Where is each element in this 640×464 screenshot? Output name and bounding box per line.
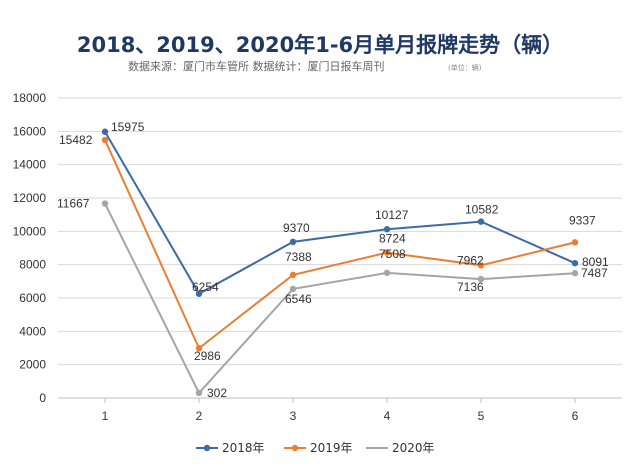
legend-swatch-marker: [203, 444, 211, 452]
legend-item[interactable]: 2019年: [284, 441, 353, 455]
data-point[interactable]: [195, 290, 203, 297]
x-tick-label: 2: [196, 409, 203, 423]
legend-item[interactable]: 2018年: [196, 441, 265, 455]
y-tick-label: 12000: [13, 191, 47, 205]
data-point[interactable]: [289, 271, 297, 279]
data-label: 6546: [285, 292, 312, 306]
data-label: 6254: [192, 280, 219, 294]
data-label: 2986: [194, 349, 221, 363]
data-label: 11667: [57, 197, 90, 211]
data-label: 7136: [457, 280, 484, 294]
data-point[interactable]: [571, 270, 579, 277]
data-point[interactable]: [477, 262, 485, 269]
data-label: 9337: [569, 213, 596, 227]
legend-label: 2019年: [310, 441, 353, 455]
data-label: 10127: [375, 208, 409, 222]
data-point[interactable]: [571, 259, 579, 267]
data-point[interactable]: [289, 285, 297, 293]
data-label: 9370: [283, 221, 310, 235]
data-labels: 15975 6254 9370 10127 10582 8091 15482 2986 7388…: [57, 120, 609, 400]
data-point[interactable]: [289, 238, 297, 246]
y-tick-label: 8000: [19, 258, 46, 272]
x-tick-label: 6: [572, 409, 579, 423]
legend-label: 2020年: [392, 441, 435, 455]
x-tick-label: 1: [102, 409, 109, 423]
data-point[interactable]: [477, 218, 485, 225]
data-label: 8091: [582, 255, 609, 269]
data-label: 302: [207, 386, 227, 400]
legend-label: 2018年: [222, 441, 265, 455]
data-label: 10582: [465, 203, 499, 217]
chart-subtitle: 数据来源：厦门市车管所 数据统计：厦门日报车周刊: [128, 59, 385, 73]
data-label: 15975: [111, 120, 145, 134]
data-label: 7508: [379, 247, 406, 261]
data-point[interactable]: [101, 136, 109, 144]
x-tick-label: 4: [384, 409, 391, 423]
grid-lines: [58, 97, 622, 399]
legend[interactable]: 2018年 2019年 2020年: [196, 441, 435, 455]
series-lines: [101, 128, 579, 397]
y-tick-label: 16000: [13, 124, 47, 138]
data-label: 15482: [59, 133, 93, 147]
y-axis-ticks: 0 2000 4000 6000 8000 10000 12000 14000 16000 180…: [13, 91, 47, 405]
data-point[interactable]: [383, 249, 391, 256]
chart-subtitle-note: (单位：辆): [448, 63, 482, 72]
data-point[interactable]: [383, 226, 391, 233]
data-point[interactable]: [195, 345, 203, 352]
y-tick-label: 18000: [13, 91, 47, 105]
y-tick-label: 0: [39, 391, 46, 405]
data-point[interactable]: [101, 128, 109, 135]
data-point[interactable]: [101, 200, 109, 207]
series-line-3: [104, 203, 576, 395]
x-tick-label: 5: [478, 409, 485, 423]
data-point[interactable]: [477, 275, 485, 283]
data-label: 8724: [379, 232, 406, 246]
x-axis-ticks: 1 2 3 4 5 6: [102, 398, 579, 423]
y-tick-label: 4000: [19, 324, 46, 338]
legend-item[interactable]: 2020年: [366, 441, 435, 455]
y-tick-label: 2000: [19, 358, 46, 372]
data-label: 7487: [581, 266, 608, 280]
series-line-1: [104, 131, 576, 296]
y-tick-label: 14000: [13, 158, 47, 172]
series-line-2: [104, 139, 576, 350]
x-tick-label: 3: [290, 409, 297, 423]
y-tick-label: 10000: [13, 224, 47, 238]
data-label: 7388: [285, 250, 312, 264]
data-point[interactable]: [571, 239, 579, 246]
data-point[interactable]: [195, 389, 203, 397]
legend-swatch-marker: [291, 444, 299, 452]
y-tick-label: 6000: [19, 291, 46, 305]
data-point[interactable]: [383, 269, 391, 277]
chart-title: 2018、2019、2020年1-6月单月报牌走势（辆）: [77, 33, 563, 57]
data-label: 7962: [457, 253, 484, 267]
